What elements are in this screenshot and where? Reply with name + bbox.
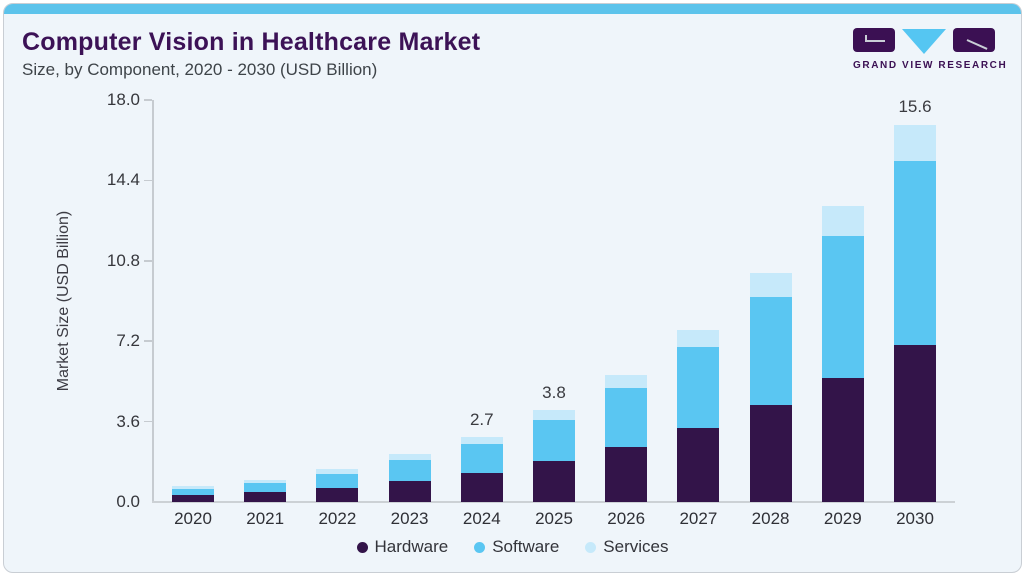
services-segment	[605, 374, 648, 388]
stacked-bar-2022	[316, 469, 359, 502]
services-segment	[894, 124, 936, 162]
hardware-segment	[749, 405, 792, 502]
x-tick-label: 2029	[823, 509, 862, 528]
logo-glyph-row	[853, 28, 995, 54]
software-segment	[316, 473, 359, 488]
legend-label: Software	[492, 537, 560, 556]
services-segment	[677, 329, 720, 347]
accent-strip	[4, 4, 1021, 14]
r-block-icon	[953, 28, 995, 52]
x-tick-label: 2030	[896, 509, 934, 528]
hardware-legend-dot-icon	[356, 541, 368, 553]
y-tick-label: 0.0	[116, 492, 140, 511]
software-segment	[821, 235, 864, 378]
y-tick-label: 14.4	[106, 170, 140, 190]
software-segment	[605, 387, 648, 447]
hardware-segment	[821, 377, 864, 502]
y-tick-mark	[144, 340, 152, 342]
bar-value-label: 15.6	[898, 97, 932, 117]
hardware-segment	[460, 473, 503, 502]
software-segment	[533, 420, 575, 461]
x-tick-label: 2020	[174, 509, 212, 528]
stacked-bar-2021	[244, 479, 287, 502]
stacked-bar-2029	[821, 205, 864, 502]
legend-label: Services	[603, 537, 669, 556]
page-title: Computer Vision in Healthcare Market	[22, 28, 481, 56]
bar-value-label: 2.7	[469, 409, 494, 429]
stacked-bar-2027	[677, 329, 720, 502]
y-axis-spine	[152, 100, 154, 503]
software-legend-dot-icon	[474, 541, 486, 553]
services-segment	[316, 469, 359, 474]
services-segment	[533, 410, 575, 421]
software-segment	[677, 346, 720, 429]
software-segment	[749, 296, 792, 406]
hardware-segment	[244, 492, 287, 502]
software-segment	[244, 482, 287, 493]
stacked-bar-2025	[533, 410, 575, 502]
x-tick-label: 2028	[751, 509, 790, 528]
legend-item-software: Software	[474, 537, 559, 557]
hardware-segment	[172, 495, 214, 502]
stacked-bar-2028	[749, 273, 792, 502]
y-tick-label: 18.0	[106, 90, 140, 109]
stacked-bar-2030	[894, 124, 936, 502]
services-segment	[460, 436, 503, 444]
y-tick-mark	[144, 260, 152, 262]
x-axis-baseline	[152, 501, 955, 503]
legend-item-hardware: Hardware	[356, 537, 449, 557]
hardware-segment	[677, 428, 720, 502]
r-letter-stroke	[966, 39, 988, 50]
hardware-segment	[316, 487, 359, 502]
g-letter-stroke	[865, 35, 885, 42]
services-segment	[388, 454, 431, 461]
services-segment	[749, 273, 792, 297]
hardware-segment	[533, 460, 575, 502]
y-tick-label: 10.8	[106, 250, 140, 270]
software-segment	[388, 460, 431, 482]
g-block-icon	[853, 28, 895, 52]
legend-item-services: Services	[585, 537, 668, 557]
stacked-bar-2023	[388, 454, 431, 502]
page-subtitle: Size, by Component, 2020 - 2030 (USD Bil…	[22, 60, 378, 79]
services-segment	[244, 479, 287, 483]
software-segment	[460, 444, 503, 473]
services-legend-dot-icon	[585, 541, 597, 553]
y-axis-title: Market Size (USD Billion)	[55, 210, 72, 392]
stacked-bar-2020	[172, 486, 214, 502]
y-tick-label: 3.6	[116, 411, 140, 431]
x-tick-label: 2027	[679, 509, 718, 528]
hardware-segment	[605, 446, 648, 502]
x-tick-label: 2021	[246, 509, 285, 528]
x-tick-label: 2025	[535, 509, 573, 528]
brand-name: GRAND VIEW RESEARCH	[853, 60, 1008, 71]
x-tick-label: 2022	[318, 509, 357, 528]
stacked-bar-2024	[460, 436, 503, 502]
software-segment	[894, 161, 936, 345]
legend-label: Hardware	[374, 537, 449, 556]
x-tick-label: 2024	[462, 509, 501, 528]
x-tick-label: 2023	[390, 509, 429, 528]
services-segment	[821, 205, 864, 236]
software-segment	[172, 489, 214, 496]
stacked-bar-2026	[605, 374, 648, 502]
y-tick-mark	[144, 99, 152, 101]
y-tick-label: 7.2	[116, 331, 140, 351]
y-tick-mark	[144, 420, 152, 423]
grand-view-research-logo: GRAND VIEW RESEARCH	[853, 28, 1008, 71]
v-triangle-icon	[902, 29, 946, 54]
y-tick-mark	[144, 179, 152, 182]
x-tick-label: 2026	[607, 509, 646, 528]
legend: Hardware Software Services	[356, 537, 668, 557]
services-segment	[172, 486, 214, 490]
bar-value-label: 3.8	[542, 383, 566, 403]
hardware-segment	[894, 344, 936, 502]
hardware-segment	[388, 481, 431, 502]
